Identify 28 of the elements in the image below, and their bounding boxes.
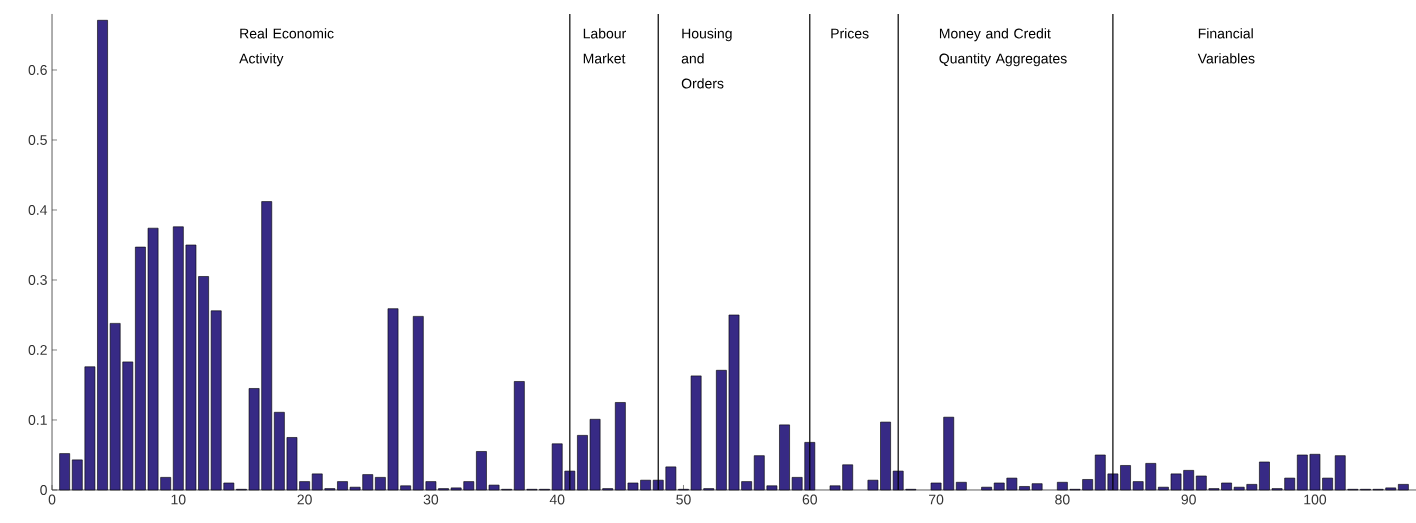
bar [981,486,992,491]
annotation: Prices [831,28,869,39]
bar [1398,484,1409,491]
y-tick-label: 0 [40,485,47,495]
annotation: Housing and Orders [681,28,732,89]
annotation: Labour Market [583,28,627,64]
x-tick-label: 0 [48,494,56,505]
annotation: Real Economic Activity [239,28,334,67]
x-tick-label: 50 [676,494,691,505]
annotation: Money and Credit Quantity Aggregates [939,28,1067,67]
y-tick-label: 0.1 [28,415,47,425]
y-tick-label: 0.4 [28,205,48,215]
x-tick-label: 20 [297,494,312,505]
bar [59,453,70,491]
x-tick-label: 30 [423,494,439,505]
x-tick-label: 80 [1055,494,1070,505]
y-tick-label: 0.2 [28,345,47,355]
y-tick-label: 0.3 [28,275,47,285]
y-tick-label: 0.6 [28,65,47,75]
x-tick-label: 90 [1181,494,1196,505]
annotation: Financial Variables [1197,28,1255,64]
x-tick-label: 70 [929,494,944,505]
y-tick-label: 0.5 [28,135,47,145]
x-tick-label: 60 [802,494,818,505]
bar [955,481,967,491]
x-tick-label: 40 [549,494,565,505]
x-tick-label: 10 [171,494,186,505]
x-tick-label: 100 [1304,494,1327,505]
